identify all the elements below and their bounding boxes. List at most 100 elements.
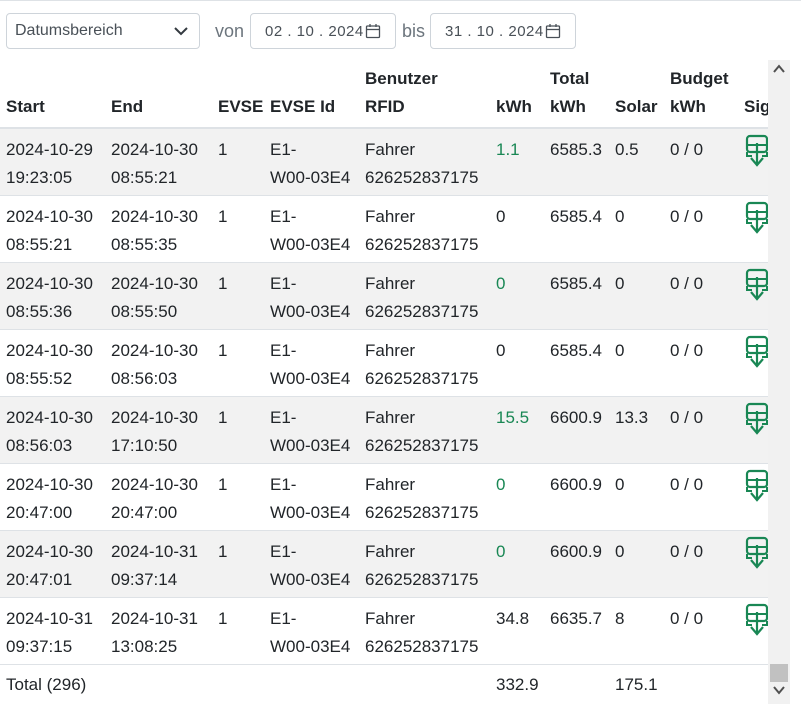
rfid-value: 626252837175 bbox=[365, 637, 479, 656]
table-row[interactable]: 2024-10-30 20:47:01 2024-10-31 09:37:14 1 E1-… bbox=[0, 530, 768, 598]
table-row[interactable]: 2024-10-30 08:55:21 2024-10-30 08:55:35 1 E1-… bbox=[0, 196, 768, 263]
col-signature[interactable]: Sig bbox=[738, 60, 768, 129]
date-range-select[interactable]: Datumsbereich bbox=[6, 13, 200, 49]
evse-id-line2: W00-03E4 bbox=[270, 503, 351, 522]
cell-total-kwh: 6585.3 bbox=[550, 140, 602, 159]
cell-user-rfid: Fahrer 626252837175 bbox=[359, 598, 490, 665]
evse-id-line1: E1- bbox=[270, 140, 297, 159]
cell-signature bbox=[738, 196, 768, 263]
calendar-icon[interactable] bbox=[365, 23, 381, 39]
from-date-input[interactable]: 02 . 10 . 2024 bbox=[250, 13, 396, 49]
cell-user-rfid: Fahrer 626252837175 bbox=[359, 397, 490, 464]
evse-id-line1: E1- bbox=[270, 408, 297, 427]
cell-end: 2024-10-30 20:47:00 bbox=[105, 464, 212, 531]
col-start[interactable]: Start bbox=[0, 60, 105, 129]
start-date: 2024-10-29 bbox=[6, 140, 93, 159]
user-name: Fahrer bbox=[365, 408, 416, 427]
col-evse[interactable]: EVSE bbox=[212, 60, 264, 129]
signature-download-icon[interactable] bbox=[744, 402, 768, 436]
scrollbar-thumb[interactable] bbox=[770, 664, 788, 682]
cell-budget: 0 / 0 bbox=[670, 542, 704, 561]
signature-download-icon[interactable] bbox=[744, 201, 768, 235]
cell-evse: 1 bbox=[218, 274, 228, 293]
cell-user-rfid: Fahrer 626252837175 bbox=[359, 196, 490, 263]
cell-start: 2024-10-30 08:55:21 bbox=[0, 196, 105, 263]
start-date: 2024-10-30 bbox=[6, 341, 93, 360]
user-name: Fahrer bbox=[365, 207, 416, 226]
col-solar[interactable]: Solar bbox=[609, 60, 664, 129]
table-row[interactable]: 2024-10-30 08:55:52 2024-10-30 08:56:03 1 E1-… bbox=[0, 330, 768, 397]
start-time: 08:55:52 bbox=[6, 369, 73, 388]
evse-id-line2: W00-03E4 bbox=[270, 436, 351, 455]
evse-id-line1: E1- bbox=[270, 475, 297, 494]
cell-kwh: 34.8 bbox=[496, 609, 530, 628]
cell-evse: 1 bbox=[218, 609, 228, 628]
cell-kwh: 0 bbox=[496, 542, 506, 561]
col-total-kwh[interactable]: Total kWh bbox=[544, 60, 609, 129]
table-row[interactable]: 2024-10-31 09:37:15 2024-10-31 13:08:25 1 E1-… bbox=[0, 598, 768, 665]
cell-budget: 0 / 0 bbox=[670, 341, 704, 360]
cell-total-kwh: 6585.4 bbox=[550, 341, 602, 360]
from-date-value: 02 . 10 . 2024 bbox=[265, 23, 364, 40]
table-row[interactable]: 2024-10-29 19:23:05 2024-10-30 08:55:21 1 E1-… bbox=[0, 128, 768, 196]
cell-budget: 0 / 0 bbox=[670, 609, 704, 628]
signature-download-icon[interactable] bbox=[744, 335, 768, 369]
end-date: 2024-10-30 bbox=[111, 341, 198, 360]
start-time: 20:47:00 bbox=[6, 503, 73, 522]
evse-id-line2: W00-03E4 bbox=[270, 302, 351, 321]
cell-evse-id: E1- W00-03E4 bbox=[264, 397, 359, 464]
cell-signature bbox=[738, 598, 768, 665]
cell-budget: 0 / 0 bbox=[670, 140, 704, 159]
signature-download-icon[interactable] bbox=[744, 603, 768, 637]
evse-id-line1: E1- bbox=[270, 341, 297, 360]
rfid-value: 626252837175 bbox=[365, 503, 479, 522]
table-scrollbar[interactable] bbox=[768, 60, 790, 704]
sessions-table-container: Start End EVSE EVSE Id Benutzer RFID kWh … bbox=[0, 60, 768, 704]
signature-download-icon[interactable] bbox=[744, 536, 768, 570]
table-row[interactable]: 2024-10-30 08:55:36 2024-10-30 08:55:50 1 E1-… bbox=[0, 262, 768, 330]
col-total-unit: kWh bbox=[550, 97, 586, 116]
col-kwh[interactable]: kWh bbox=[490, 60, 544, 129]
cell-kwh: 0 bbox=[496, 207, 506, 226]
start-date: 2024-10-30 bbox=[6, 542, 93, 561]
total-label: Total (296) bbox=[6, 675, 87, 694]
start-date: 2024-10-30 bbox=[6, 408, 93, 427]
cell-user-rfid: Fahrer 626252837175 bbox=[359, 464, 490, 531]
evse-id-line1: E1- bbox=[270, 609, 297, 628]
scroll-down-arrow-icon[interactable] bbox=[773, 685, 785, 695]
col-evse-id[interactable]: EVSE Id bbox=[264, 60, 359, 129]
rfid-value: 626252837175 bbox=[365, 302, 479, 321]
cell-signature bbox=[738, 531, 768, 598]
table-row[interactable]: 2024-10-30 20:47:00 2024-10-30 20:47:00 1 E1-… bbox=[0, 464, 768, 531]
cell-end: 2024-10-30 17:10:50 bbox=[105, 397, 212, 464]
table-row[interactable]: 2024-10-30 08:56:03 2024-10-30 17:10:50 1 E1-… bbox=[0, 396, 768, 464]
end-date: 2024-10-30 bbox=[111, 207, 198, 226]
cell-solar: 0 bbox=[615, 475, 625, 494]
evse-id-line2: W00-03E4 bbox=[270, 168, 351, 187]
end-date: 2024-10-30 bbox=[111, 408, 198, 427]
cell-total-kwh: 6635.7 bbox=[550, 609, 602, 628]
cell-signature bbox=[738, 330, 768, 397]
calendar-icon[interactable] bbox=[545, 23, 561, 39]
scroll-up-arrow-icon[interactable] bbox=[773, 64, 785, 74]
evse-id-line2: W00-03E4 bbox=[270, 235, 351, 254]
cell-end: 2024-10-31 09:37:14 bbox=[105, 531, 212, 598]
cell-end: 2024-10-30 08:56:03 bbox=[105, 330, 212, 397]
start-time: 08:55:21 bbox=[6, 235, 73, 254]
start-date: 2024-10-30 bbox=[6, 475, 93, 494]
end-time: 13:08:25 bbox=[111, 637, 178, 656]
cell-solar: 0 bbox=[615, 542, 625, 561]
cell-start: 2024-10-30 08:55:52 bbox=[0, 330, 105, 397]
to-date-input[interactable]: 31 . 10 . 2024 bbox=[430, 13, 576, 49]
signature-download-icon[interactable] bbox=[744, 268, 768, 302]
col-end[interactable]: End bbox=[105, 60, 212, 129]
col-user-rfid[interactable]: Benutzer RFID bbox=[359, 60, 490, 129]
cell-total-kwh: 6600.9 bbox=[550, 475, 602, 494]
cell-evse: 1 bbox=[218, 207, 228, 226]
signature-download-icon[interactable] bbox=[744, 134, 768, 168]
start-time: 19:23:05 bbox=[6, 168, 73, 187]
total-solar: 175.1 bbox=[615, 675, 658, 694]
cell-kwh: 0 bbox=[496, 475, 506, 494]
col-budget-kwh[interactable]: Budget kWh bbox=[664, 60, 738, 129]
signature-download-icon[interactable] bbox=[744, 469, 768, 503]
